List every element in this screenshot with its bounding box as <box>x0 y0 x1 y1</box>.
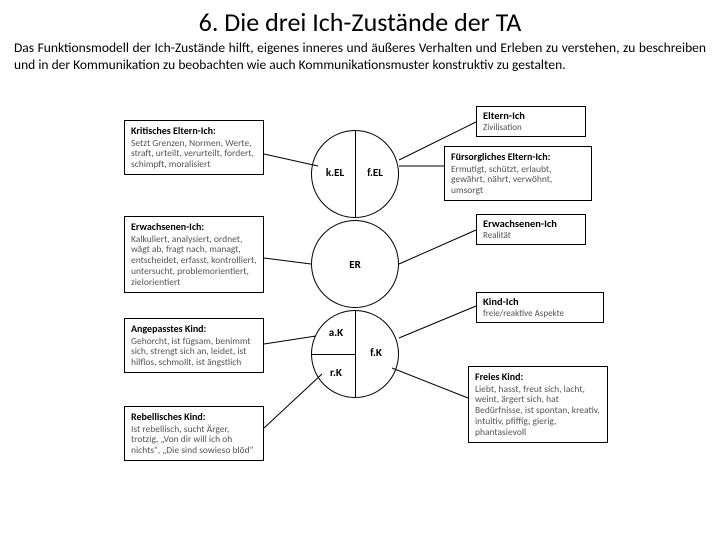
box-rebellisches-kind: Rebellisches Kind: Ist rebellisch, sucht… <box>124 406 264 461</box>
circle1-vsplit <box>355 130 356 218</box>
label-fEL: f.EL <box>360 166 390 179</box>
label-kEL: k.EL <box>320 166 350 179</box>
label-rK: r.K <box>322 366 350 379</box>
meta-sub: Realität <box>483 231 579 242</box>
meta-hdr: Erwachsenen-Ich <box>483 218 579 231</box>
box-erwachsenen-ich: Erwachsenen-Ich: Kalkuliert, analysiert,… <box>124 216 264 293</box>
meta-erwachsenen-ich: Erwachsenen-Ich Realität <box>476 214 586 245</box>
box-hdr: Erwachsenen-Ich: <box>131 221 257 233</box>
box-kritisches-eltern-ich: Kritisches Eltern-Ich: Setzt Grenzen, No… <box>124 120 264 175</box>
intro-paragraph: Das Funktionsmodell der Ich-Zustände hil… <box>0 40 720 78</box>
box-hdr: Angepasstes Kind: <box>131 323 257 335</box>
box-body: Ermutigt, schützt, erlaubt, gewährt, näh… <box>451 164 585 197</box>
box-angepasstes-kind: Angepasstes Kind: Gehorcht, ist fügsam, … <box>124 318 264 373</box>
box-body: Liebt, hasst, freut sich, lacht, weint, … <box>475 384 601 439</box>
box-hdr: Freies Kind: <box>475 371 601 383</box>
box-body: Kalkuliert, analysiert, ordnet, wägt ab,… <box>131 234 257 289</box>
circle3-vsplit <box>355 310 356 398</box>
meta-sub: Zivilisation <box>483 123 579 134</box>
box-body: Setzt Grenzen, Normen, Werte, straft, ur… <box>131 138 257 171</box>
box-hdr: Kritisches Eltern-Ich: <box>131 125 257 137</box>
box-body: Gehorcht, ist fügsam, benimmt sich, stre… <box>131 336 257 369</box>
meta-sub: freie/reaktive Aspekte <box>483 309 597 320</box>
box-body: Ist rebellisch, sucht Ärger, trotzig, „V… <box>131 424 257 457</box>
box-freies-kind: Freies Kind: Liebt, hasst, freut sich, l… <box>468 366 608 443</box>
label-ER: ER <box>340 258 370 271</box>
box-fuersorgliches-eltern-ich: Fürsorgliches Eltern-Ich: Ermutigt, schü… <box>444 146 592 201</box>
diagram-area: k.EL f.EL ER a.K f.K r.K Kritisches Elte… <box>0 118 720 538</box>
meta-hdr: Eltern-Ich <box>483 110 579 123</box>
box-hdr: Rebellisches Kind: <box>131 411 257 423</box>
label-aK: a.K <box>322 326 350 339</box>
page-title: 6. Die drei Ich-Zustände der TA <box>0 0 720 40</box>
meta-kind-ich: Kind-Ich freie/reaktive Aspekte <box>476 292 604 323</box>
box-hdr: Fürsorgliches Eltern-Ich: <box>451 151 585 163</box>
meta-hdr: Kind-Ich <box>483 296 597 309</box>
meta-eltern-ich: Eltern-Ich Zivilisation <box>476 106 586 137</box>
label-fK: f.K <box>362 346 390 359</box>
circle3-hsplit <box>311 354 355 355</box>
